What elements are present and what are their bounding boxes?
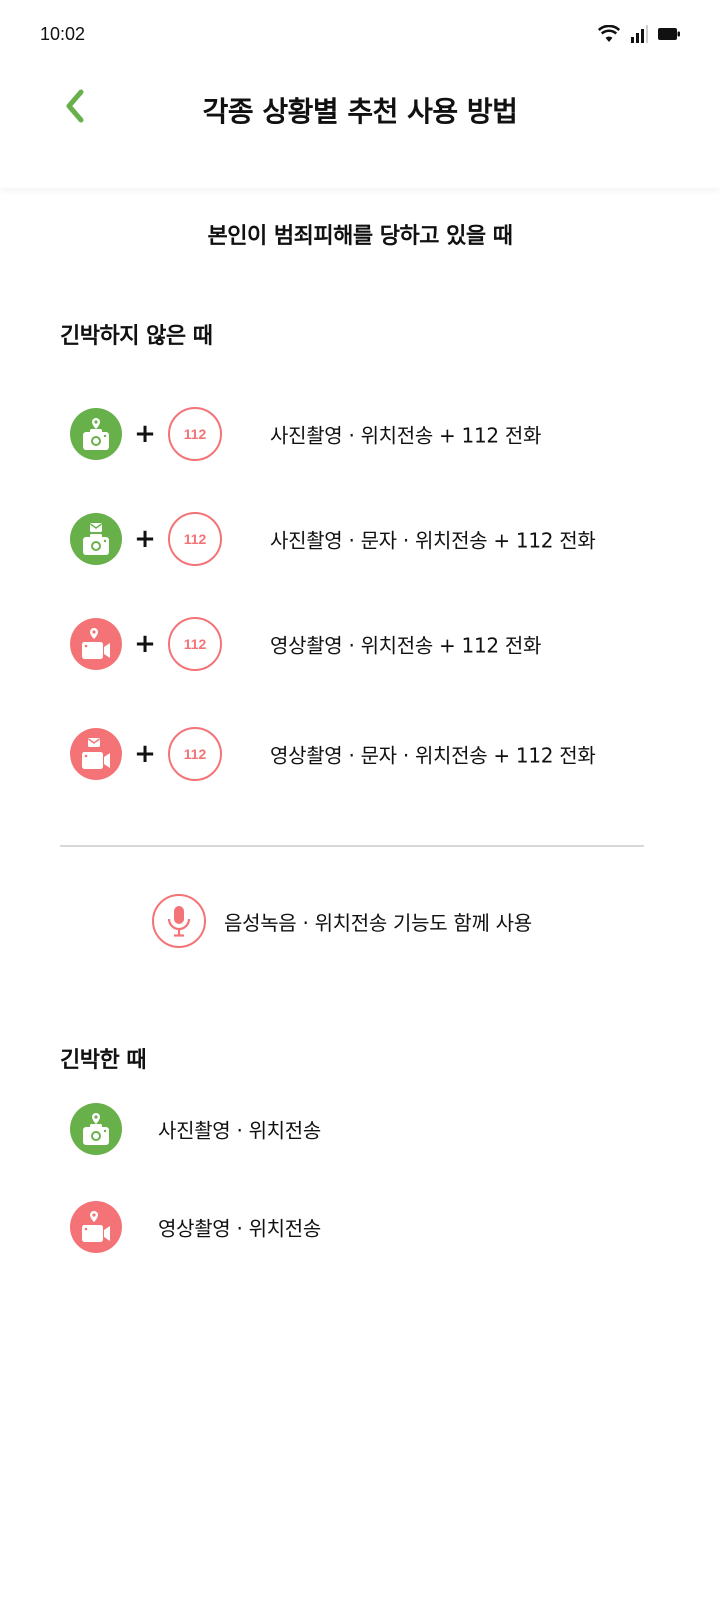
item-label: 영상촬영 · 위치전송 + 112 전화 (270, 633, 542, 658)
item-label: 사진촬영 · 문자 · 위치전송 + 112 전화 (270, 528, 596, 553)
wifi-icon (598, 25, 620, 42)
list-item: + 112 영상촬영 · 위치전송 + 112 전화 (70, 617, 541, 671)
section-heading: 본인이 범죄피해를 당하고 있을 때 (207, 224, 514, 249)
plus-sign: + (134, 739, 156, 769)
camera-message-icon (70, 513, 122, 565)
video-location-icon (70, 618, 122, 670)
status-bar: 10:02 (0, 0, 720, 70)
video-message-icon (70, 728, 122, 780)
microphone-icon (152, 894, 206, 948)
item-label: 사진촬영 · 위치전송 (158, 1118, 321, 1143)
voice-label: 음성녹음 · 위치전송 기능도 함께 사용 (224, 910, 532, 935)
chevron-left-icon (66, 89, 84, 123)
plus-sign: + (134, 419, 156, 449)
video-location-icon (70, 1201, 122, 1253)
list-item: + 112 사진촬영 · 위치전송 + 112 전화 (70, 407, 541, 461)
page-title: 각종 상황별 추천 사용 방법 (202, 95, 518, 128)
list-item: 영상촬영 · 위치전송 (70, 1200, 321, 1254)
call-112-icon: 112 (168, 512, 222, 566)
plus-sign: + (134, 629, 156, 659)
status-time: 10:02 (40, 24, 86, 44)
item-label: 영상촬영 · 문자 · 위치전송 + 112 전화 (270, 743, 596, 768)
call-112-icon: 112 (168, 407, 222, 461)
voice-recording-row: 음성녹음 · 위치전송 기능도 함께 사용 (152, 894, 532, 948)
item-label: 사진촬영 · 위치전송 + 112 전화 (270, 423, 542, 448)
camera-location-icon (70, 408, 122, 460)
signal-icon (631, 25, 648, 43)
app-bar: 각종 상황별 추천 사용 방법 (0, 70, 720, 188)
camera-location-icon (70, 1103, 122, 1155)
not-urgent-heading: 긴박하지 않은 때 (60, 324, 213, 349)
call-112-icon: 112 (168, 617, 222, 671)
back-button[interactable] (52, 84, 96, 128)
divider (60, 845, 644, 847)
list-item: + 112 사진촬영 · 문자 · 위치전송 + 112 전화 (70, 512, 596, 566)
plus-sign: + (134, 524, 156, 554)
status-icons (598, 25, 680, 43)
urgent-heading: 긴박한 때 (60, 1048, 147, 1073)
battery-icon (658, 28, 680, 40)
call-112-icon: 112 (168, 727, 222, 781)
list-item: + 112 영상촬영 · 문자 · 위치전송 + 112 전화 (70, 727, 596, 781)
item-label: 영상촬영 · 위치전송 (158, 1216, 321, 1241)
list-item: 사진촬영 · 위치전송 (70, 1102, 321, 1156)
